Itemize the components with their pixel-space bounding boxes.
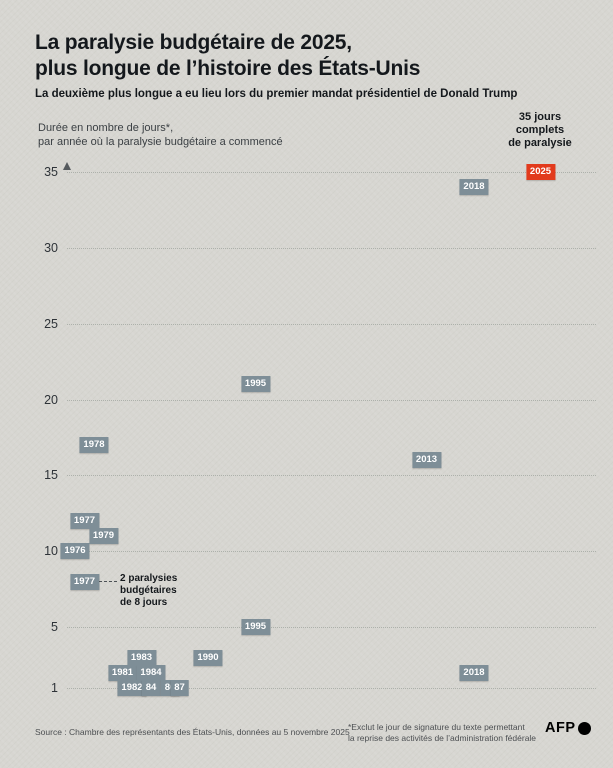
data-point-label: 1983 — [126, 649, 157, 666]
gridline — [67, 247, 596, 249]
gridline — [67, 688, 596, 689]
data-point-label: 1984 — [136, 664, 166, 681]
subtitle: La deuxième plus longue a eu lieu lors d… — [35, 88, 518, 100]
eight-days-annotation-line1: 2 paralysies — [120, 573, 178, 584]
source-note: Source : Chambre des représentants des É… — [35, 727, 350, 737]
data-point-label: 1978 — [79, 437, 109, 454]
footnote: *Exclut le jour de signature du texte pe… — [348, 722, 536, 743]
y-axis-tick-label: 10 — [44, 544, 58, 559]
data-point-label: 2018 — [459, 664, 489, 681]
gridline — [67, 551, 596, 553]
data-point-label: 2018 — [459, 179, 489, 196]
data-point-2025-highlight: 2025 — [525, 163, 556, 180]
data-point-label: 1995 — [240, 619, 271, 636]
y-axis-tick-label: 1 — [51, 681, 58, 695]
page-title: La paralysie budgétaire de 2025, plus lo… — [35, 30, 420, 82]
data-point-label: 87 — [170, 680, 189, 696]
data-point-label: 2013 — [411, 452, 442, 469]
highlight-annotation-line2: complets — [515, 124, 565, 136]
afp-logo-text: AFP — [545, 720, 576, 736]
data-point-label: 1977 — [69, 513, 100, 530]
eight-days-annotation-line2: budgétaires — [120, 585, 177, 596]
y-axis-description-line2: par année où la paralysie budgétaire a c… — [38, 136, 283, 148]
data-point-label: 1976 — [60, 543, 90, 560]
y-axis-description-line1: Durée en nombre de jours*, — [38, 122, 174, 134]
data-point-label: 1990 — [193, 649, 223, 666]
afp-logo: AFP — [545, 720, 591, 736]
highlight-annotation-line3: de paralysie — [508, 137, 572, 149]
eight-days-annotation-line3: de 8 jours — [120, 597, 168, 608]
y-axis-tick-label: 15 — [44, 468, 58, 483]
y-axis-tick-label: 5 — [51, 620, 58, 635]
gridline — [67, 171, 596, 173]
gridline — [67, 399, 596, 401]
footnote-line1: *Exclut le jour de signature du texte pe… — [348, 722, 525, 732]
y-axis-description: Durée en nombre de jours*, par année où … — [38, 121, 283, 149]
y-axis-arrow-icon — [63, 162, 71, 170]
data-point-label: 1977 — [69, 573, 100, 590]
y-axis-tick-label: 35 — [44, 164, 58, 179]
eight-days-annotation: 2 paralysies budgétaires de 8 jours — [120, 573, 177, 609]
data-point-label: 1995 — [240, 376, 271, 393]
footnote-line2: la reprise des activités de l’administra… — [348, 732, 537, 743]
data-point-label: 1982 — [117, 680, 147, 696]
afp-logo-dot-icon — [577, 721, 591, 735]
page-title-line1: La paralysie budgétaire de 2025, — [35, 31, 352, 54]
y-axis-tick-label: 20 — [44, 392, 58, 407]
annotation-connector-line — [99, 581, 117, 582]
data-point-label: 84 — [141, 680, 161, 696]
page-title-line2: plus longue de l’histoire des États-Unis — [35, 57, 421, 80]
gridline — [67, 323, 596, 325]
y-axis-tick-label: 30 — [44, 240, 58, 255]
y-axis-tick-label: 25 — [44, 316, 58, 331]
data-point-label: 1979 — [88, 528, 119, 545]
highlight-annotation-line1: 35 jours — [518, 111, 562, 123]
gridline — [67, 627, 596, 629]
gridline — [67, 475, 596, 477]
data-point-label: 1981 — [107, 664, 138, 681]
highlight-annotation: 35 jours complets de paralysie — [478, 111, 602, 150]
